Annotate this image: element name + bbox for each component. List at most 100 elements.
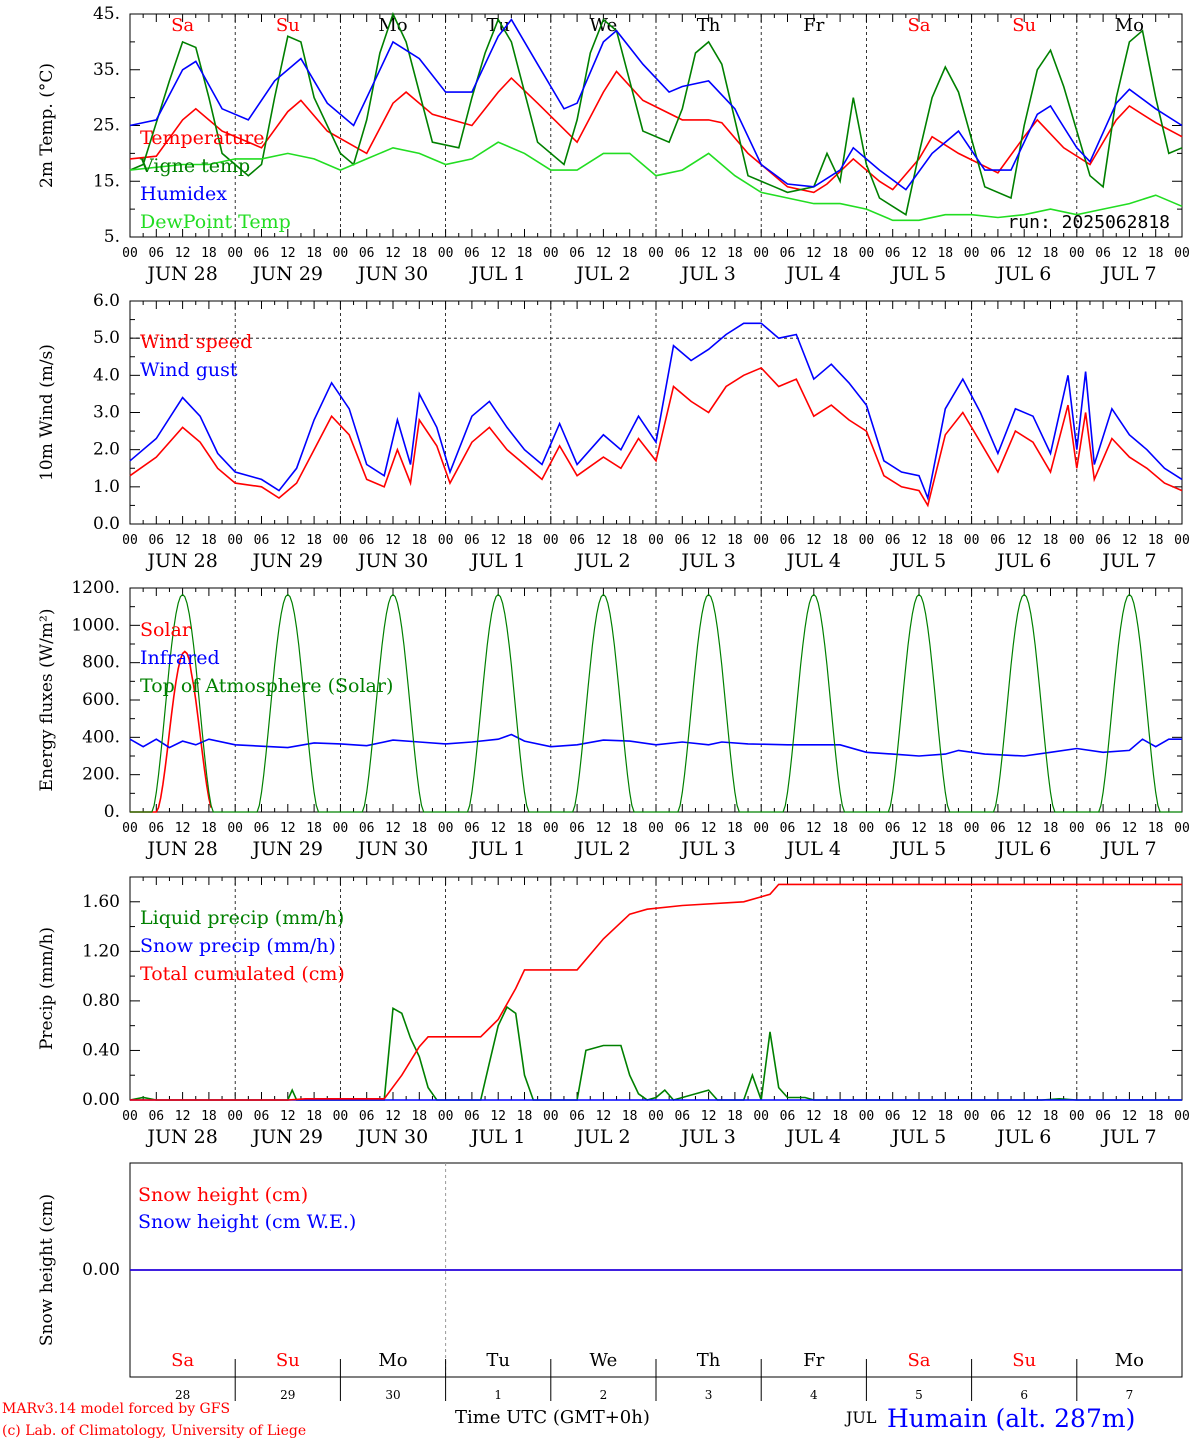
hour-tick-label: 18 — [306, 821, 322, 836]
hour-tick-label: 00 — [333, 246, 349, 261]
hour-tick-label: 00 — [438, 246, 454, 261]
hour-tick-label: 12 — [1016, 246, 1032, 261]
hour-tick-label: 00 — [648, 1109, 664, 1124]
hour-tick-label: 18 — [517, 1109, 533, 1124]
day-label: JUN 28 — [145, 1126, 217, 1148]
day-label: JUL 5 — [890, 550, 946, 572]
y-tick-label: 0.0 — [93, 514, 120, 534]
wind-panel: 0.0 1.0 2.0 3.0 4.0 5.0 6.0 10m Wind (m/s) Wind … — [37, 291, 1190, 572]
hour-tick-label: 00 — [964, 533, 980, 548]
hour-tick-label: 06 — [359, 246, 375, 261]
day-label: JUL 2 — [574, 838, 630, 860]
day-label: JUL 4 — [785, 263, 841, 285]
hour-tick-label: 00 — [1069, 821, 1085, 836]
hour-tick-label: 12 — [490, 1109, 506, 1124]
hour-tick-label: 06 — [569, 1109, 585, 1124]
series-line-infrared — [129, 733, 1182, 757]
hour-tick-label: 12 — [1016, 1109, 1032, 1124]
hour-tick-label: 00 — [122, 821, 138, 836]
hour-tick-label: 12 — [911, 246, 927, 261]
hour-tick-label: 06 — [780, 821, 796, 836]
day-label: JUL 1 — [469, 838, 525, 860]
hour-tick-label: 06 — [990, 821, 1006, 836]
day-number-label: 28 — [175, 1388, 190, 1402]
hour-tick-label: 18 — [306, 1109, 322, 1124]
model-credit: MARv3.14 model forced by GFS — [2, 1401, 230, 1417]
day-label: JUN 30 — [356, 1126, 428, 1148]
hour-tick-label: 12 — [701, 821, 717, 836]
y-tick-label: 0.00 — [82, 1090, 120, 1110]
day-label: JUL 5 — [890, 1126, 946, 1148]
hour-tick-label: 18 — [1043, 1109, 1059, 1124]
hour-tick-label: 12 — [175, 1109, 191, 1124]
hour-tick-label: 18 — [517, 821, 533, 836]
hour-tick-label: 06 — [148, 533, 164, 548]
hour-tick-label: 00 — [859, 821, 875, 836]
weekday-label: Mo — [1115, 1350, 1144, 1371]
legend-entry: Wind gust — [140, 359, 238, 381]
hour-tick-label: 00 — [333, 1109, 349, 1124]
legend-entry: Total cumulated (cm) — [140, 963, 345, 985]
legend-entry: Solar — [140, 619, 192, 641]
hour-tick-label: 00 — [1069, 1109, 1085, 1124]
weekday-label: Sa — [907, 1350, 930, 1371]
hour-tick-label: 18 — [937, 533, 953, 548]
hour-tick-label: 06 — [464, 533, 480, 548]
hour-tick-label: 06 — [254, 821, 270, 836]
day-label: JUL 4 — [785, 838, 841, 860]
hour-tick-label: 06 — [990, 246, 1006, 261]
hour-tick-label: 06 — [359, 533, 375, 548]
weekday-label: Tu — [486, 1350, 510, 1371]
hour-tick-label: 00 — [1174, 246, 1190, 261]
hour-tick-label: 06 — [464, 1109, 480, 1124]
y-tick-label: 4.0 — [93, 365, 120, 385]
y-tick-label: 800. — [82, 653, 120, 673]
day-label: JUN 29 — [251, 838, 323, 860]
hour-tick-label: 00 — [1174, 1109, 1190, 1124]
y-tick-label: 1.60 — [82, 892, 120, 912]
day-label: JUL 6 — [995, 1126, 1051, 1148]
series-line-humidex — [129, 18, 1183, 191]
hour-tick-label: 06 — [990, 1109, 1006, 1124]
weekday-label: Su — [1012, 1350, 1036, 1371]
hour-tick-label: 00 — [648, 821, 664, 836]
series-line-temperature — [129, 70, 1183, 194]
hour-tick-label: 00 — [648, 246, 664, 261]
hour-tick-label: 18 — [201, 246, 217, 261]
hour-tick-label: 12 — [596, 821, 612, 836]
hour-tick-label: 06 — [885, 533, 901, 548]
hour-tick-label: 18 — [201, 533, 217, 548]
hour-tick-label: 18 — [1148, 821, 1164, 836]
hour-tick-label: 00 — [543, 246, 559, 261]
run-label: run: 2025062818 — [1007, 212, 1170, 233]
day-label: JUN 28 — [145, 550, 217, 572]
y-axis-label: 2m Temp. (°C) — [37, 63, 57, 188]
legend-entry: Humidex — [140, 183, 227, 205]
hour-tick-label: 12 — [175, 246, 191, 261]
hour-tick-label: 06 — [885, 1109, 901, 1124]
y-tick-label: 1000. — [71, 615, 120, 635]
y-tick-label: 400. — [82, 727, 120, 747]
weekday-label: Sa — [171, 1350, 194, 1371]
hour-tick-label: 12 — [385, 821, 401, 836]
hour-tick-label: 18 — [411, 1109, 427, 1124]
precip-panel: 0.00 0.40 0.80 1.20 1.60 Precip (mm/h) Liquid … — [37, 876, 1190, 1148]
hour-tick-label: 00 — [1069, 533, 1085, 548]
hour-tick-label: 12 — [385, 533, 401, 548]
day-label: JUL 7 — [1100, 550, 1156, 572]
legend-entry: Snow precip (mm/h) — [140, 935, 336, 957]
hour-tick-label: 18 — [1148, 1109, 1164, 1124]
day-label: JUL 2 — [574, 1126, 630, 1148]
hour-tick-label: 12 — [806, 246, 822, 261]
hour-tick-label: 00 — [753, 1109, 769, 1124]
hour-tick-label: 18 — [1043, 246, 1059, 261]
hour-tick-label: 00 — [1174, 821, 1190, 836]
day-label: JUL 5 — [890, 263, 946, 285]
hour-tick-label: 12 — [701, 246, 717, 261]
hour-tick-label: 00 — [1069, 246, 1085, 261]
day-label: JUL 5 — [890, 838, 946, 860]
hour-tick-label: 00 — [122, 1109, 138, 1124]
hour-tick-label: 18 — [727, 1109, 743, 1124]
hour-tick-label: 18 — [411, 533, 427, 548]
hour-tick-label: 18 — [306, 533, 322, 548]
